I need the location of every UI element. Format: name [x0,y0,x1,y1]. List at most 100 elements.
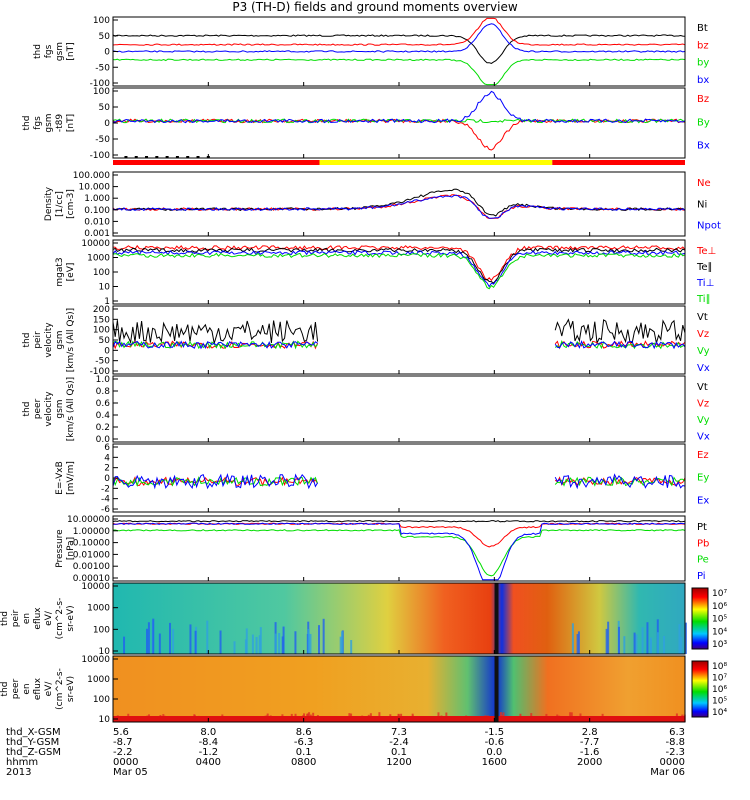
spectrogram-gap [494,656,499,722]
ytick-label: 1000 [87,254,110,264]
colorbar-tick-label: 10⁴ [712,708,727,718]
ytick-label: 0.00100 [73,562,110,572]
ytick-label: 0.4 [96,411,111,421]
trace-Ti∥ [112,252,686,290]
ylabel-part: [nT] [66,114,76,132]
spectrogram-speck [206,620,209,654]
ytick-label: 10 [99,715,111,725]
spectrogram-speck [194,630,197,654]
ytick-label: 100 [93,695,110,705]
ylabel-part: peer [11,678,21,699]
spectrogram-speck [172,628,175,654]
ylabel-part: [nPa] [66,537,76,560]
ytick-label: 2 [104,464,110,474]
mode-bar-tick [175,156,179,158]
ylabel-part: E=-VxB [55,461,65,495]
colorbar-tick-label: 10³ [712,640,727,650]
legend-By: By [697,117,710,128]
colorbar-tick-label: 10⁴ [712,627,727,637]
xrow-value: 2.8 [582,727,598,738]
xrow-value: -1.6 [580,747,600,758]
ytick-label: 10000 [81,655,110,665]
ytick-label: 0.6 [96,399,111,409]
ytick-label: 1 [104,297,110,307]
trace-Pe [113,529,686,577]
spectrogram-speck [145,628,148,654]
ytick-label: 0 [104,119,110,129]
spectrogram-speck [309,633,312,654]
trace-Vy [112,340,318,350]
spectrogram-speck [274,633,277,654]
panel-frame-1 [112,87,686,159]
trace-Bz [112,118,686,151]
xrow-value: 0000 [660,757,685,768]
xrow-value: 8.0 [200,727,216,738]
mode-bar-tick [186,156,190,158]
ytick-label: 1000 [87,604,110,614]
xrow-value: Mar 05 [113,767,148,778]
ytick-label: 100 [93,16,110,26]
legend-Ez: Ez [697,450,709,461]
xrow-value: 0.1 [296,747,312,758]
legend-Pb: Pb [697,538,709,549]
ylabel-part: thd [22,333,32,348]
ytick-label: 4 [104,453,110,463]
spectrogram-speck [607,621,610,654]
ytick-label: -100 [90,79,111,89]
spectrogram-8 [113,583,685,654]
xrow-value: -1.5 [485,727,505,738]
legend-bz: bz [697,40,709,51]
trace-Vt [112,320,319,345]
spectrogram-9 [113,656,685,722]
spectrogram-speck [318,625,321,654]
ytick-label: 6 [104,443,110,453]
ylabel-part: thd [0,682,10,697]
spectrogram-speck [219,630,222,654]
spectrogram-speck [571,623,574,654]
ylabel-part: peir [11,609,21,627]
xrow-label: thd_X-GSM [6,727,61,738]
ylabel-part: gsm [55,399,65,418]
xrow-value: -6.3 [294,737,314,748]
spectrogram-speck [152,618,155,654]
trace-bz [112,17,686,46]
ytick-label: 100.000 [73,171,110,181]
xrow-label: thd_Z-GSM [6,747,61,758]
legend-Ni: Ni [697,199,707,210]
colorbar-tick-label: 10⁵ [712,615,727,625]
spectrogram-speck [680,637,683,654]
ytick-label: 50 [99,336,111,346]
legend-Ey: Ey [697,473,709,484]
ylabel-part: -t89 [55,114,65,133]
ylabel-part: thd [22,116,32,131]
legend-by: by [697,58,709,69]
legend-Ex: Ex [697,495,709,506]
ytick-label: 0.001 [84,229,110,239]
colorbar-tick-label: 10⁵ [712,697,727,707]
ytick-label: -6 [101,505,110,515]
xrow-value: 0.0 [486,747,502,758]
trace-Ez [112,476,319,487]
legend-Vy: Vy [697,415,710,426]
spectrogram-gap [494,583,499,654]
ytick-label: -50 [95,135,110,145]
trace-Pt [112,520,686,523]
mode-bar-tick [155,156,159,158]
spectrogram-speck [307,628,310,654]
spectrogram-speck [294,631,297,654]
spectrogram-speck [684,622,687,654]
ytick-label: 200 [93,305,110,315]
ylabel-part: [eV] [66,263,76,282]
ylabel-part: gsm [44,113,54,132]
trace-Vx [112,340,318,350]
trace-Vy [554,340,686,350]
spectrogram-speck [189,624,192,654]
legend-Vz: Vz [697,399,709,410]
panel-frame-5 [112,375,686,443]
spectrogram-speck [251,634,254,654]
ytick-label: 150 [93,315,110,325]
legend-Vt: Vt [697,312,708,323]
colorbar-8 [691,587,709,650]
spectrogram-speck [339,636,342,654]
colorbar-tick-label: 10⁷ [712,674,727,684]
